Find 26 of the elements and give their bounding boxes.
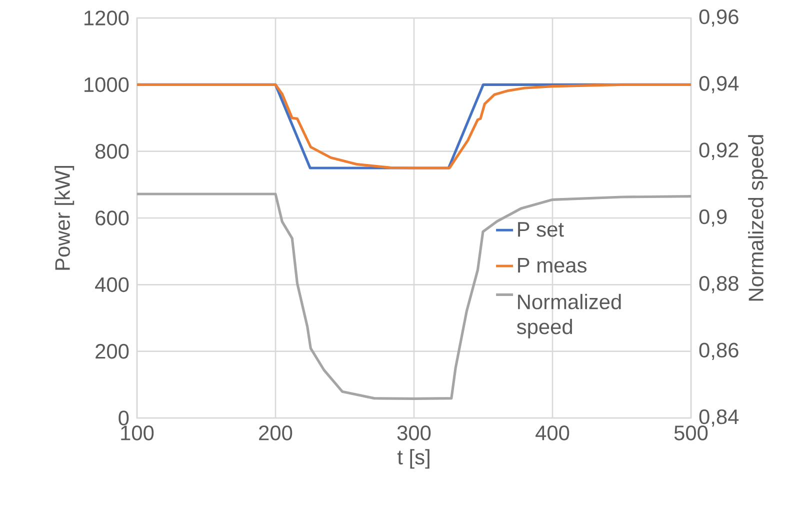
x-tick-label: 200 [259,426,292,440]
y2-tick-label: 0,9 [699,209,727,227]
y-tick-label: 200 [96,344,129,359]
legend-label: P set [518,222,564,237]
y-tick-label: 0 [118,410,129,426]
x-axis-title: t [s] [397,449,430,469]
y-tick-label: 1000 [84,77,129,92]
y-axis-title: Power [kW] [54,166,74,270]
y2-tick-label: 0,86 [699,342,738,360]
y2-axis-title: Normalized speed [748,135,768,301]
x-tick-label: 300 [397,426,431,440]
x-tick-label: 500 [674,426,708,440]
y2-tick-label: 0,84 [699,409,739,427]
y2-tick-label: 0,88 [699,276,738,294]
y-tick-label: 400 [95,277,129,292]
legend-label: Normalized speed [516,294,621,338]
x-tick-label: 400 [536,426,570,440]
legend-label: P meas [518,258,586,273]
y2-tick-label: 0,94 [699,76,739,94]
y-tick-label: 800 [95,144,129,159]
y2-tick-label: 0,92 [699,142,738,160]
y-tick-label: 600 [96,210,129,226]
x-tick-label: 100 [121,426,154,440]
y-tick-label: 1200 [84,10,129,26]
line-series [137,192,692,400]
y2-tick-label: 0,96 [699,9,738,27]
